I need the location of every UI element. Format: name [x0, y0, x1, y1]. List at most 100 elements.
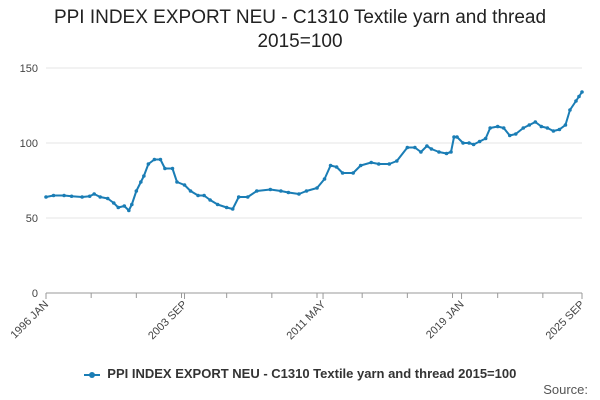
- data-point: [254, 189, 259, 193]
- data-point: [449, 150, 453, 154]
- data-point: [467, 141, 471, 145]
- legend-label: PPI INDEX EXPORT NEU - C1310 Textile yar…: [107, 366, 517, 381]
- data-point: [340, 171, 345, 175]
- data-point: [521, 126, 526, 130]
- data-point: [230, 207, 235, 211]
- data-point: [413, 145, 417, 150]
- data-point: [405, 145, 410, 150]
- data-point: [437, 150, 441, 154]
- data-point: [580, 90, 584, 94]
- data-point: [279, 189, 283, 193]
- data-point: [376, 162, 381, 166]
- x-tick-label: 2003 SEP: [146, 299, 190, 343]
- data-point: [563, 123, 568, 127]
- data-point: [477, 139, 482, 144]
- data-point: [122, 204, 127, 208]
- y-tick-label: 150: [20, 63, 38, 75]
- data-point: [130, 202, 134, 207]
- data-point: [146, 162, 151, 166]
- data-point: [245, 195, 250, 199]
- legend[interactable]: PPI INDEX EXPORT NEU - C1310 Textile yar…: [0, 366, 600, 381]
- data-point: [322, 177, 327, 181]
- data-point: [539, 124, 544, 129]
- data-point: [175, 180, 179, 184]
- data-point: [533, 120, 538, 124]
- data-point: [351, 171, 355, 175]
- data-point: [483, 136, 488, 141]
- data-point: [158, 157, 163, 162]
- data-point: [577, 94, 581, 99]
- data-point: [170, 166, 175, 171]
- data-point: [304, 189, 309, 193]
- data-point: [425, 144, 429, 148]
- data-point: [513, 132, 518, 136]
- data-point: [98, 195, 103, 199]
- data-point: [127, 208, 131, 213]
- data-point: [182, 183, 187, 187]
- data-point: [461, 141, 465, 145]
- data-point: [488, 126, 492, 130]
- series-group: [44, 90, 584, 213]
- data-point: [188, 189, 193, 193]
- data-point: [116, 205, 121, 210]
- data-point: [268, 187, 273, 192]
- data-point: [139, 180, 143, 184]
- data-point: [202, 193, 206, 198]
- data-point: [495, 124, 500, 129]
- x-axis: 1996 JAN 2003 SEP 2011 MAY 2019 JAN 2025 SEP: [8, 292, 587, 343]
- y-tick-label: 0: [32, 288, 38, 300]
- data-point: [297, 192, 301, 196]
- data-point: [208, 198, 212, 202]
- data-point: [51, 193, 56, 198]
- data-point: [69, 194, 74, 199]
- source-label: Source:: [543, 382, 588, 397]
- data-point: [551, 129, 556, 133]
- data-point: [142, 174, 146, 178]
- data-point: [62, 193, 66, 198]
- data-point: [507, 133, 512, 138]
- data-point: [224, 205, 229, 210]
- data-point: [395, 159, 399, 163]
- data-point: [574, 99, 578, 103]
- chart-title-line1: PPI INDEX EXPORT NEU - C1310 Textile yar…: [53, 7, 547, 28]
- data-point: [111, 201, 116, 205]
- data-point: [105, 196, 110, 201]
- data-point: [568, 108, 572, 112]
- data-point: [358, 163, 363, 168]
- data-point: [471, 142, 476, 147]
- chart-title: PPI INDEX EXPORT NEU - C1310 Textile yar…: [0, 6, 600, 54]
- data-point: [163, 166, 167, 171]
- data-point: [215, 202, 220, 207]
- chart-title-line2: 2015=100: [257, 31, 343, 52]
- data-point: [152, 157, 157, 162]
- y-axis-ticks: 0 50 100 150: [20, 63, 38, 300]
- data-point: [87, 194, 92, 199]
- data-point: [334, 165, 339, 169]
- y-tick-label: 50: [26, 213, 38, 225]
- data-point: [501, 126, 506, 130]
- y-tick-label: 100: [20, 138, 38, 150]
- data-point: [236, 195, 241, 199]
- data-point: [452, 135, 456, 139]
- data-point: [419, 150, 423, 154]
- data-point: [527, 123, 532, 127]
- data-point: [455, 135, 459, 139]
- data-point: [80, 195, 84, 199]
- data-point: [429, 147, 434, 151]
- data-point: [369, 160, 374, 165]
- data-point: [92, 192, 96, 196]
- data-point: [134, 189, 139, 193]
- data-point: [387, 162, 392, 166]
- series-line: [45, 91, 583, 212]
- legend-swatch: [83, 371, 100, 378]
- data-point: [545, 126, 550, 130]
- data-point: [315, 186, 319, 190]
- x-tick-label: 2011 MAY: [285, 298, 329, 342]
- gridlines: [46, 67, 582, 294]
- data-point: [328, 163, 333, 168]
- x-tick-label: 1996 JAN: [8, 299, 51, 342]
- x-tick-label: 2019 JAN: [424, 299, 467, 342]
- data-point: [196, 193, 200, 198]
- data-point: [44, 195, 48, 199]
